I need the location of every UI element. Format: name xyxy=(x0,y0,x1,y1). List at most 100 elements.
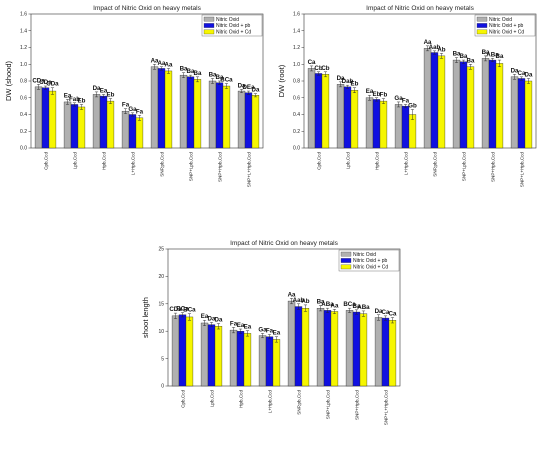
legend-entry: Nitric Oxid + Cd xyxy=(216,30,251,36)
x-tick-label: Cpb,Ccd xyxy=(181,390,186,408)
data-label: Fa xyxy=(266,327,274,334)
bar xyxy=(294,306,303,387)
legend-swatch xyxy=(476,16,488,22)
legend-entry: Nitric Oxid + pb xyxy=(216,23,251,29)
legend-entry: Nitric Oxid + pb xyxy=(489,23,524,29)
legend-swatch xyxy=(476,29,488,35)
bar xyxy=(287,300,296,387)
legend-box xyxy=(474,14,536,37)
y-tick-label: 0.0 xyxy=(293,146,300,152)
x-tick-label: Hpb,Ccd xyxy=(239,390,244,408)
data-label: BCa xyxy=(176,306,189,313)
x-tick-label: SNP+L+Hpb,Ccd xyxy=(384,390,389,426)
data-label: Fa xyxy=(122,102,130,109)
chart-1: Impact of Nitric Oxid on heavy metals DW … xyxy=(4,5,264,188)
bar xyxy=(301,308,310,387)
bar xyxy=(343,86,352,149)
legend-swatch xyxy=(340,264,352,270)
bar xyxy=(229,329,238,387)
bar xyxy=(77,106,86,149)
data-label: Ea xyxy=(237,322,245,329)
bar xyxy=(128,114,137,149)
bar xyxy=(321,74,330,149)
bar xyxy=(207,324,216,387)
bar xyxy=(307,68,316,149)
x-tick-label: SNP+Hpb,Ccd xyxy=(355,390,360,420)
data-label: Da xyxy=(375,308,383,315)
data-label: Ba xyxy=(209,71,217,78)
data-label: Ba xyxy=(495,53,503,60)
bar xyxy=(359,313,368,387)
bar xyxy=(99,95,108,149)
y-tick-label: 0.2 xyxy=(20,129,27,135)
data-label: CDa xyxy=(46,81,59,88)
chart-title: Impact of Nitric Oxid on heavy metals xyxy=(93,5,201,12)
data-label: Ba xyxy=(187,68,195,75)
legend-entry: Nitric Oxid xyxy=(489,17,512,23)
legend-swatch xyxy=(340,251,352,257)
bar xyxy=(106,100,115,149)
x-tick-label: SNP+L+Hpb,Ccd xyxy=(247,152,252,188)
data-label: Gb xyxy=(408,102,417,109)
data-label: Ca xyxy=(388,311,396,318)
y-tick-label: 1.2 xyxy=(293,45,300,51)
data-label: Da xyxy=(214,317,222,324)
data-label: Da xyxy=(238,82,246,89)
bar xyxy=(394,104,403,149)
y-tick-label: 0.8 xyxy=(293,79,300,85)
y-axis-label: DW (shood) xyxy=(4,60,13,101)
chart-3: Impact of Nitric Oxid on heavy metals sho… xyxy=(141,240,401,426)
data-label: Ba xyxy=(460,53,468,60)
bar xyxy=(374,317,383,387)
x-tick-label: Lpb,Ccd xyxy=(346,152,351,170)
data-label: Eb xyxy=(77,97,85,104)
bar xyxy=(379,100,388,149)
bar xyxy=(185,316,194,387)
bar xyxy=(258,335,267,387)
bar xyxy=(208,80,217,149)
bar xyxy=(251,95,260,149)
bar xyxy=(193,79,202,149)
y-tick-label: 1.6 xyxy=(293,12,300,18)
bar xyxy=(222,85,231,149)
data-label: Ab xyxy=(437,46,445,53)
bar xyxy=(200,322,209,387)
bar xyxy=(178,314,187,387)
data-label: Aa xyxy=(151,57,159,64)
bar xyxy=(372,99,381,149)
data-label: Cb xyxy=(321,65,329,72)
bar xyxy=(316,308,325,387)
y-tick-label: 0.0 xyxy=(20,146,27,152)
data-label: Eb xyxy=(373,91,381,98)
y-tick-label: 1.4 xyxy=(20,28,27,34)
data-label: Ba xyxy=(317,298,325,305)
bar xyxy=(423,48,432,149)
data-label: Ca xyxy=(518,70,526,77)
y-axis-label: DW (root) xyxy=(277,64,286,97)
x-tick-label: SNP,pb,Ccd xyxy=(160,152,165,177)
data-label: Ca xyxy=(382,309,390,316)
bar xyxy=(488,59,497,149)
bar xyxy=(481,58,490,149)
x-tick-label: SNP,pb,Ccd xyxy=(297,390,302,415)
data-label: Ea xyxy=(273,330,281,337)
x-tick-label: L+Hpb,Ccd xyxy=(268,390,273,414)
bar xyxy=(157,68,166,149)
data-label: Ea xyxy=(201,313,209,320)
x-tick-label: SNP+L+Hpb,Ccd xyxy=(520,152,525,188)
bar xyxy=(524,80,533,149)
data-label: Cb xyxy=(314,65,322,72)
data-label: CDa xyxy=(169,306,182,313)
data-label: Ea xyxy=(100,87,108,94)
bar xyxy=(41,87,50,149)
y-tick-label: 0.8 xyxy=(20,79,27,85)
y-tick-label: 0.6 xyxy=(20,95,27,101)
data-label: Ba xyxy=(466,57,474,64)
data-label: Aa xyxy=(330,302,338,309)
data-label: BCa xyxy=(220,77,233,84)
bar xyxy=(365,97,374,149)
data-label: Ca xyxy=(308,59,316,66)
